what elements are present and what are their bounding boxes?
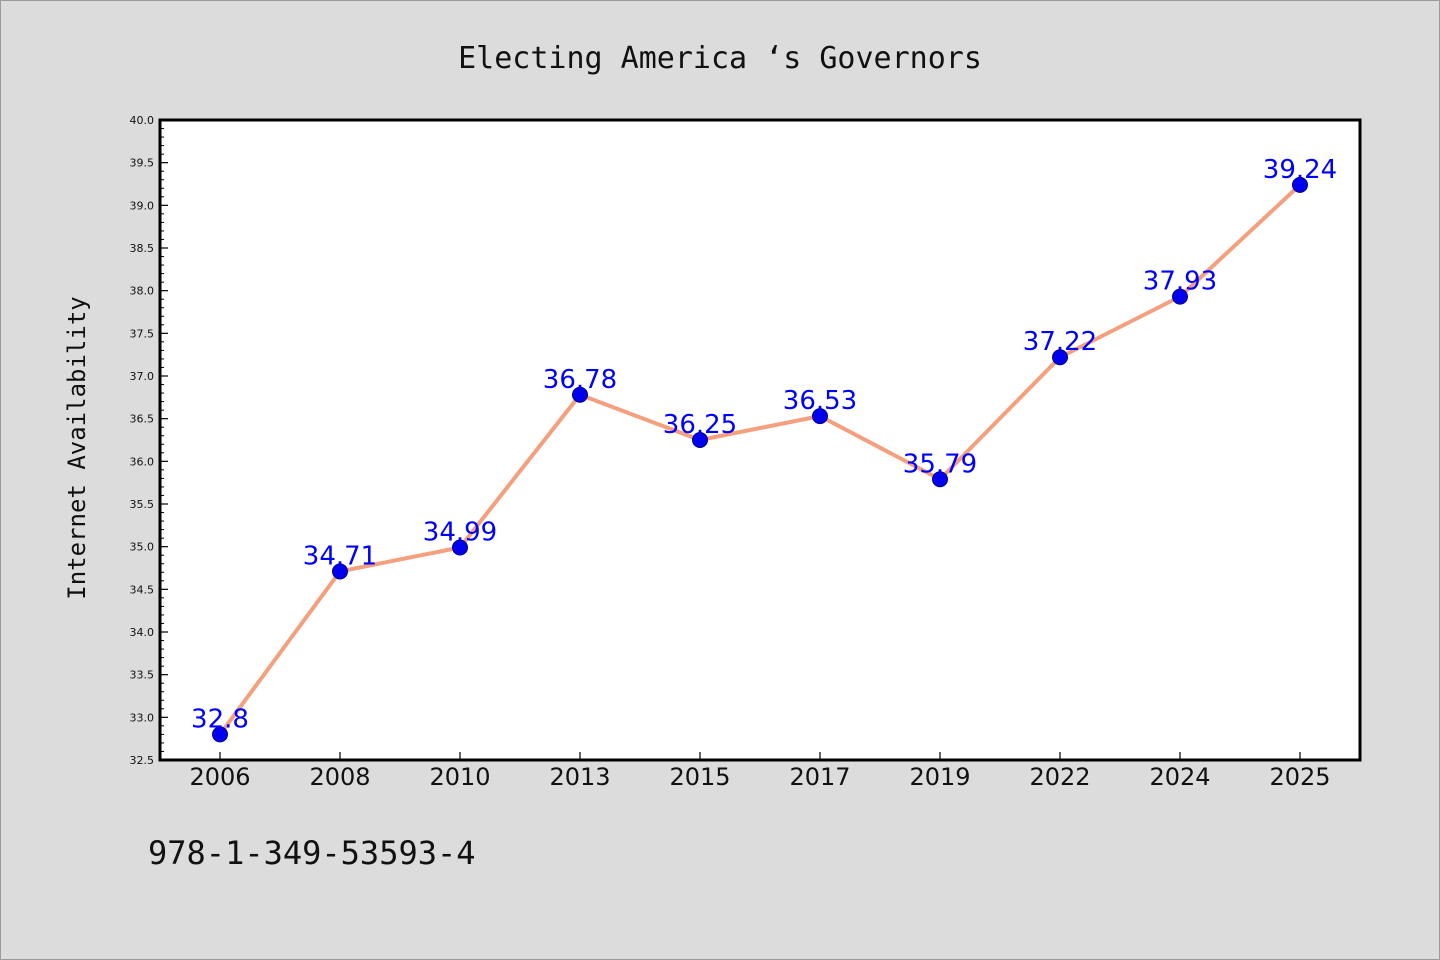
plot-area (158, 118, 1362, 762)
x-tick-label: 2008 (309, 763, 370, 791)
x-tick-label: 2010 (429, 763, 490, 791)
y-tick-label: 32.5 (130, 754, 155, 767)
data-point (572, 386, 588, 403)
y-tick-label: 34.5 (130, 583, 155, 596)
series-line-group (212, 176, 1308, 743)
data-label: 34.99 (423, 518, 497, 548)
x-tick-label: 2024 (1149, 763, 1210, 791)
y-tick-label: 40.0 (130, 114, 155, 127)
footer-isbn: 978-1-349-53593-4 (148, 834, 476, 872)
data-point (692, 432, 708, 448)
data-point (332, 563, 348, 580)
data-label: 37.93 (1143, 267, 1217, 297)
data-point (1292, 176, 1308, 193)
data-label: 34.71 (303, 541, 377, 571)
y-axis: 32.5 33.0 33.5 34.0 34.5 35.0 35.5 36.0 36.5 37.0… (130, 114, 168, 767)
data-label: 36.25 (663, 410, 737, 440)
chart-title: Electing America ‘s Governors (458, 41, 982, 76)
data-point (1052, 349, 1068, 366)
x-tick-label: 2017 (789, 763, 850, 791)
data-label: 37.22 (1023, 327, 1097, 357)
series-line (218, 183, 1302, 736)
y-tick-label: 36.0 (130, 455, 155, 468)
x-tick-label: 2022 (1029, 763, 1090, 791)
data-label: 35.79 (903, 449, 977, 479)
y-tick-label: 35.5 (130, 498, 155, 511)
data-point (212, 726, 228, 743)
data-label: 39.24 (1263, 155, 1337, 185)
y-tick-label: 33.0 (130, 711, 155, 724)
data-point (452, 539, 468, 556)
x-tick-label: 2019 (909, 763, 970, 791)
x-tick-label: 2013 (549, 763, 610, 791)
y-tick-label: 34.0 (130, 626, 155, 639)
y-tick-label: 36.5 (130, 413, 155, 426)
data-labels: 32.8 34.71 34.99 36.78 36.25 36.53 35.79 37.22 3… (191, 155, 1337, 735)
y-tick-label: 39.0 (130, 199, 155, 212)
y-axis-label: Internet Availability (63, 296, 91, 599)
data-label: 36.78 (543, 365, 617, 395)
y-tick-label: 39.5 (130, 157, 155, 170)
data-label: 32.8 (191, 704, 249, 734)
data-label: 36.53 (783, 386, 857, 416)
y-tick-label: 37.5 (130, 327, 155, 340)
y-tick-label: 35.0 (130, 541, 155, 554)
y-tick-label: 33.5 (130, 669, 155, 682)
data-point (932, 471, 948, 488)
x-tick-label: 2006 (189, 763, 250, 791)
x-axis: 2006 2008 2010 2013 2015 2017 2019 2022 2024 2025 (189, 752, 1331, 791)
y-tick-label: 38.5 (130, 242, 155, 255)
data-point (812, 408, 828, 425)
y-tick-label: 38.0 (130, 285, 155, 298)
x-tick-label: 2025 (1269, 763, 1330, 791)
x-tick-label: 2015 (669, 763, 730, 791)
y-tick-label: 37.0 (130, 370, 155, 383)
data-point (1172, 288, 1188, 305)
